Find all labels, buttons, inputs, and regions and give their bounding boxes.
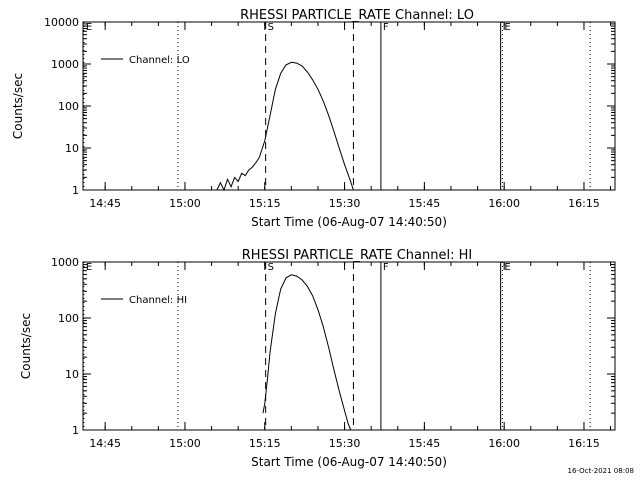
event-marker-label: S [268, 262, 274, 273]
x-tick-label: 16:00 [488, 437, 520, 450]
y-tick-label: 10 [65, 368, 79, 381]
chart-title: RHESSI PARTICLE_RATE Channel: LO [240, 8, 474, 23]
series-line [262, 274, 352, 431]
x-tick-label: 16:15 [568, 437, 600, 450]
y-tick-label: 1000 [51, 58, 79, 71]
footer-timestamp: 16-Oct-2021 08:08 [567, 467, 634, 475]
x-tick-label: 15:00 [169, 437, 201, 450]
event-marker-label: E [504, 22, 510, 33]
x-tick-label: 15:15 [249, 197, 281, 210]
y-tick-label: 1000 [51, 256, 79, 269]
y-tick-label: 100 [58, 312, 79, 325]
x-axis-label: Start Time (06-Aug-07 14:40:50) [251, 215, 447, 229]
x-tick-label: 14:45 [89, 197, 121, 210]
event-marker-label: F [383, 262, 389, 273]
chart-title: RHESSI PARTICLE_RATE Channel: HI [242, 248, 472, 263]
y-tick-label: 10 [65, 142, 79, 155]
y-tick-label: 1 [72, 184, 79, 197]
y-axis-label: Counts/sec [11, 73, 25, 139]
x-tick-label: 15:30 [329, 437, 361, 450]
x-axis-label: Start Time (06-Aug-07 14:40:50) [251, 455, 447, 469]
y-axis-label: Counts/sec [19, 313, 33, 379]
legend-label: Channel: HI [129, 295, 187, 306]
legend-label: Channel: LO [129, 55, 190, 66]
x-tick-label: 16:15 [568, 197, 600, 210]
x-tick-label: 15:00 [169, 197, 201, 210]
y-tick-label: 100 [58, 100, 79, 113]
x-tick-label: 15:15 [249, 437, 281, 450]
series-line [216, 61, 354, 192]
y-tick-label: 10000 [44, 16, 79, 29]
event-marker-label: S [268, 22, 274, 33]
x-tick-label: 14:45 [89, 437, 121, 450]
event-marker-label: E [86, 22, 92, 33]
plot-frame [82, 21, 616, 191]
plot-frame [82, 261, 616, 431]
y-tick-label: 1 [72, 424, 79, 437]
x-tick-label: 15:45 [409, 197, 441, 210]
x-tick-label: 15:30 [329, 197, 361, 210]
x-tick-label: 15:45 [409, 437, 441, 450]
event-marker-label: E [504, 262, 510, 273]
event-marker-label: F [383, 22, 389, 33]
x-tick-label: 16:00 [488, 197, 520, 210]
event-marker-label: E [86, 262, 92, 273]
